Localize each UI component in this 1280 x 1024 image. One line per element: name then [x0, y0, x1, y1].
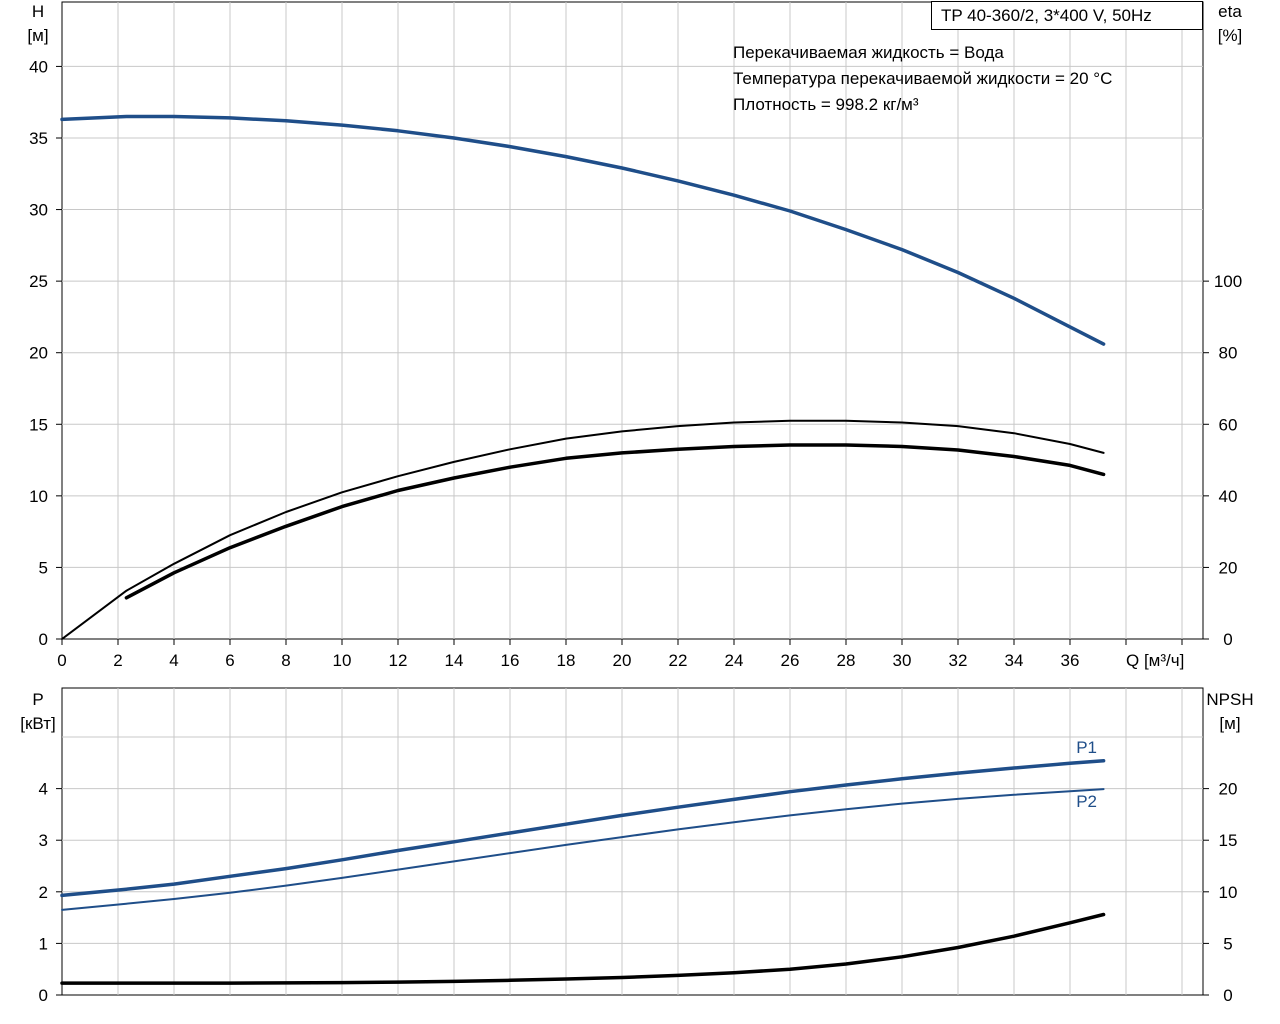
y-right-tick-label: 20 [1219, 780, 1238, 799]
x-tick-label: 28 [837, 651, 856, 670]
q-axis-label: Q [м³/ч] [1126, 651, 1184, 670]
eta-axis-label: eta [1218, 2, 1242, 21]
top-x-ticks: 0 2 4 6 8 10 12 14 16 18 20 22 24 26 28 30 32 34 36 [57, 639, 1183, 670]
eta-axis-unit: [%] [1218, 26, 1243, 45]
x-tick-label: 36 [1061, 651, 1080, 670]
y-left-tick-label: 2 [39, 883, 48, 902]
density-note: Плотность = 998.2 кг/м³ [733, 95, 919, 114]
top-y-left-ticks: 0 5 10 15 20 25 30 35 40 [29, 57, 62, 649]
x-tick-label: 6 [225, 651, 234, 670]
y-left-tick-label: 15 [29, 415, 48, 434]
x-tick-label: 10 [333, 651, 352, 670]
y-right-tick-label: 60 [1219, 415, 1238, 434]
x-tick-label: 4 [169, 651, 178, 670]
y-left-tick-label: 0 [39, 630, 48, 649]
x-tick-label: 32 [949, 651, 968, 670]
y-right-tick-label: 15 [1219, 831, 1238, 850]
y-right-tick-label: 0 [1223, 630, 1232, 649]
npsh-curve [60, 912, 1106, 985]
x-tick-label: 34 [1005, 651, 1024, 670]
temperature-note: Температура перекачиваемой жидкости = 20… [733, 69, 1113, 88]
y-right-tick-label: 100 [1214, 272, 1242, 291]
y-right-tick-label: 40 [1219, 487, 1238, 506]
x-tick-label: 30 [893, 651, 912, 670]
x-tick-label: 8 [281, 651, 290, 670]
bottom-grid [62, 688, 1203, 995]
head-efficiency-chart: 0 2 4 6 8 10 12 14 16 18 20 22 24 26 28 30 32 34 36 051015… [27, 1, 1243, 670]
x-tick-label: 14 [445, 651, 464, 670]
head-curve [60, 114, 1106, 346]
power-npsh-chart: 0 1 2 3 4 0 5 10 15 20 P [кВт] NPSH [м] P1 P2 [20, 687, 1254, 1005]
y-left-tick-label: 3 [39, 831, 48, 850]
npsh-axis-unit: [м] [1219, 714, 1240, 733]
y-right-tick-label: 80 [1219, 344, 1238, 363]
bottom-y-right-ticks: 0 5 10 15 20 [1203, 780, 1237, 1005]
top-series [60, 114, 1106, 640]
y-left-tick-label: 35 [29, 129, 48, 148]
y-right-tick-label: 0 [1223, 986, 1232, 1005]
y-right-tick-label: 20 [1219, 558, 1238, 577]
y-left-tick-label: 5 [39, 558, 48, 577]
bottom-series [60, 759, 1106, 985]
pump-model: TP 40-360/2, 3*400 V, 50Hz [941, 6, 1152, 25]
npsh-axis-label: NPSH [1206, 690, 1253, 709]
bottom-y-left-ticks: 0 1 2 3 4 [39, 780, 62, 1005]
y-left-tick-label: 30 [29, 201, 48, 220]
efficiency-thin-curve [61, 419, 1105, 640]
y-left-tick-label: 0 [39, 986, 48, 1005]
x-tick-label: 18 [557, 651, 576, 670]
top-plot-frame [61, 1, 1204, 640]
p1-series-label: P1 [1076, 738, 1097, 757]
x-tick-label: 0 [57, 651, 66, 670]
x-tick-label: 24 [725, 651, 744, 670]
top-grid [62, 2, 1203, 639]
y-left-tick-label: 4 [39, 780, 48, 799]
fluid-note: Перекачиваемая жидкость = Вода [733, 43, 1004, 62]
x-tick-label: 12 [389, 651, 408, 670]
p-axis-unit: [кВт] [20, 714, 55, 733]
p1-curve [60, 759, 1106, 898]
x-tick-label: 26 [781, 651, 800, 670]
p-axis-label: P [32, 690, 43, 709]
p2-series-label: P2 [1076, 792, 1097, 811]
bottom-plot-frame [61, 687, 1204, 996]
y-left-tick-label: 20 [29, 344, 48, 363]
y-right-tick-label: 5 [1223, 934, 1232, 953]
efficiency-thick-curve [124, 443, 1106, 600]
x-tick-label: 16 [501, 651, 520, 670]
p2-curve [61, 788, 1105, 911]
h-axis-label: H [32, 2, 44, 21]
top-y-right-ticks: 0 20 40 60 80 100 [1203, 272, 1242, 649]
pump-model-box: TP 40-360/2, 3*400 V, 50Hz [931, 1, 1203, 30]
x-tick-label: 22 [669, 651, 688, 670]
y-left-tick-label: 10 [29, 487, 48, 506]
y-right-tick-label: 10 [1219, 883, 1238, 902]
x-tick-label: 20 [613, 651, 632, 670]
y-left-tick-label: 25 [29, 272, 48, 291]
y-left-tick-label: 40 [29, 57, 48, 76]
fluid-notes: Перекачиваемая жидкость = Вода Температу… [733, 40, 1112, 118]
x-tick-label: 2 [113, 651, 122, 670]
h-axis-unit: [м] [27, 26, 48, 45]
y-left-tick-label: 1 [39, 934, 48, 953]
